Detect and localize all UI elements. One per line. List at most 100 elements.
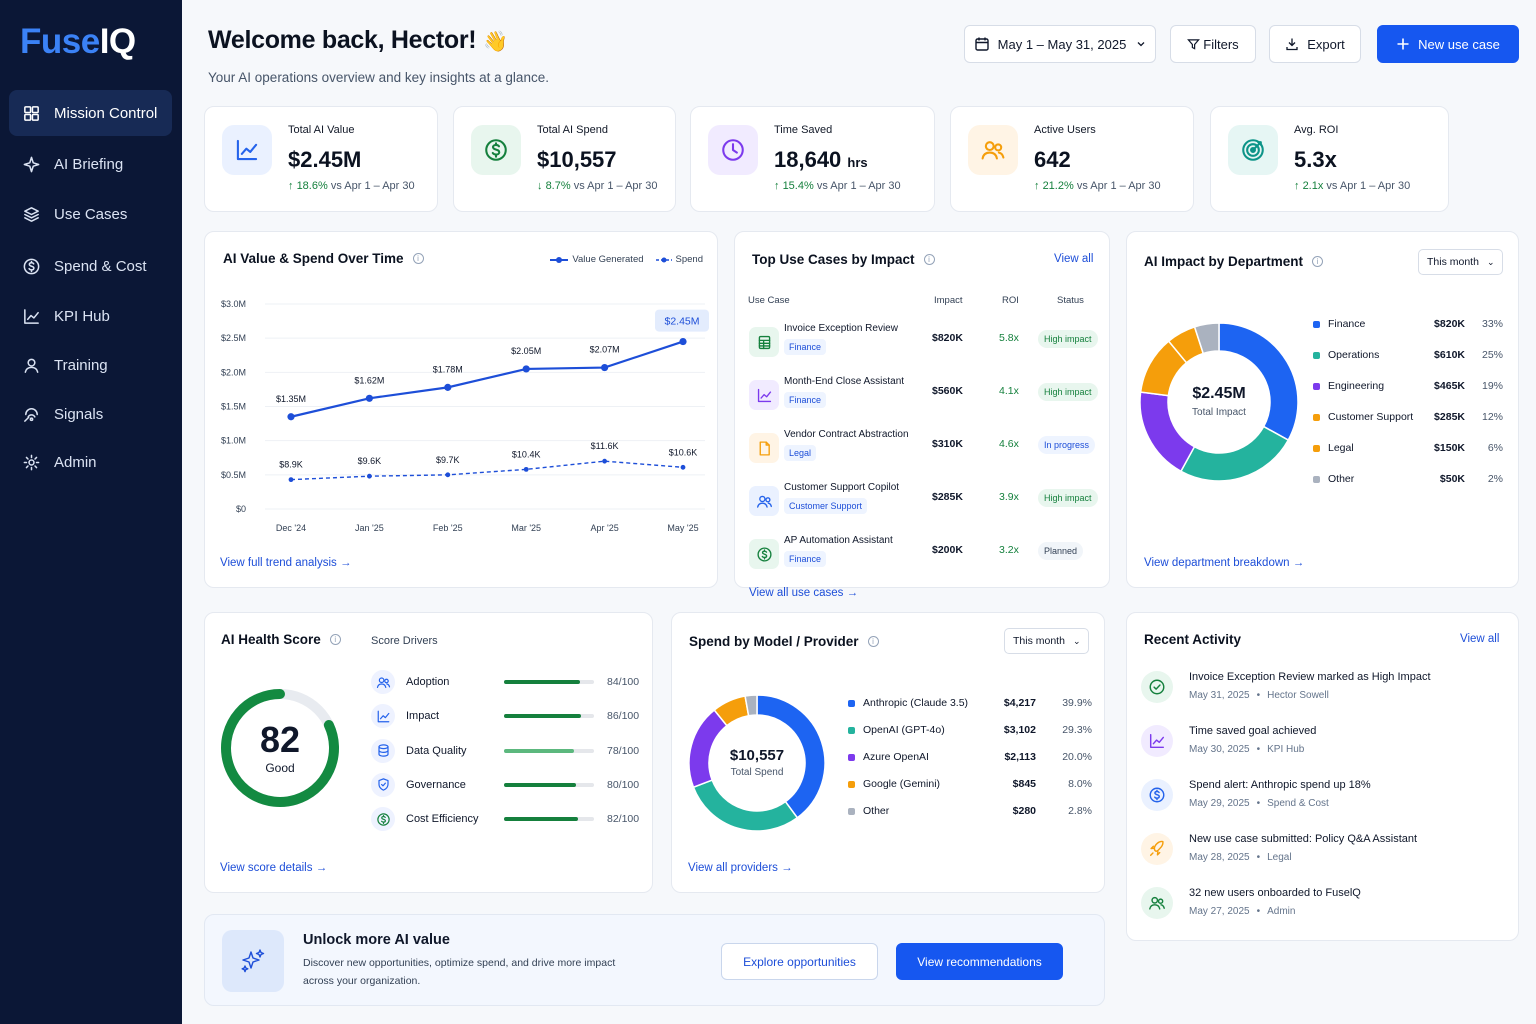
nav-item-kpi-hub[interactable]: KPI Hub	[9, 293, 172, 339]
nav-item-spend-cost[interactable]: Spend & Cost	[9, 243, 172, 289]
view-trend-link[interactable]: View full trend analysis →	[220, 557, 352, 569]
activity-view-all[interactable]: View all	[1460, 633, 1500, 645]
data-point[interactable]	[288, 477, 294, 483]
data-point[interactable]	[602, 458, 607, 464]
donut-slice-engineering[interactable]	[1139, 391, 1196, 473]
providers-period-select[interactable]: This month ⌄	[1004, 628, 1090, 654]
nav-item-ai-briefing[interactable]: AI Briefing	[9, 141, 172, 187]
kpi-card-active-users[interactable]: Active Users 642 ↑ 21.2% vs Apr 1 – Apr 30	[950, 106, 1194, 212]
layers-icon	[21, 204, 41, 224]
use-case-roi: 4.6x	[999, 438, 1019, 450]
use-case-row[interactable]: AP Automation Assistant Finance $200K 3.2x P…	[745, 529, 1099, 579]
kpi-card-total-ai-value[interactable]: Total AI Value $2.45M ↑ 18.6% vs Apr 1 – A…	[204, 106, 438, 212]
use-cases-view-all[interactable]: View all	[1054, 253, 1094, 265]
view-all-use-cases-link[interactable]: View all use cases →	[749, 587, 859, 599]
donut-slice-other[interactable]	[1193, 322, 1220, 355]
fuseiq-logo[interactable]: FuseIQ	[20, 22, 136, 61]
use-case-row[interactable]: Customer Support Copilot Customer Support…	[745, 476, 1099, 526]
data-point[interactable]	[523, 466, 529, 472]
data-point[interactable]	[601, 363, 609, 372]
filters-button[interactable]: Filters	[1170, 25, 1256, 63]
kpi-card-total-ai-spend[interactable]: Total AI Spend $10,557 ↓ 8.7% vs Apr 1 – A…	[453, 106, 676, 212]
info-icon[interactable]: i	[412, 253, 424, 264]
unlock-banner: Unlock more AI value Discover new opport…	[204, 914, 1105, 1006]
view-score-link[interactable]: View score details →	[220, 862, 328, 874]
use-case-row[interactable]: Invoice Exception Review Finance $820K 5.8x…	[745, 317, 1099, 367]
sidebar: FuseIQ Mission Control AI Briefing Use Cas…	[0, 0, 182, 1024]
new-use-case-button[interactable]: New use case	[1377, 25, 1519, 63]
explore-opportunities-button[interactable]: Explore opportunities	[721, 943, 878, 980]
data-label: $9.6K	[358, 456, 382, 466]
activity-item[interactable]: Invoice Exception Review marked as High …	[1141, 669, 1511, 719]
data-label: $1.78M	[433, 364, 463, 374]
info-icon[interactable]: i	[329, 634, 341, 645]
nav-item-mission-control[interactable]: Mission Control	[9, 90, 172, 136]
export-button[interactable]: Export	[1269, 25, 1361, 63]
provider-legend-item: Anthropic (Claude 3.5)	[848, 697, 968, 709]
users-icon	[371, 670, 395, 694]
donut-slice-finance[interactable]	[1218, 322, 1299, 442]
target-icon	[1228, 125, 1278, 175]
view-providers-link[interactable]: View all providers →	[688, 862, 793, 874]
score-drivers-title: Score Drivers	[371, 635, 438, 647]
department-period-select[interactable]: This month ⌄	[1418, 249, 1504, 275]
data-point[interactable]	[444, 383, 452, 391]
use-case-roi: 3.2x	[999, 544, 1019, 556]
legend-value: $820K	[1434, 318, 1465, 330]
activity-item[interactable]: 32 new users onboarded to FuselQ May 27, …	[1141, 885, 1511, 935]
data-point[interactable]	[367, 473, 372, 479]
data-point[interactable]	[287, 413, 295, 421]
donut-slice-other[interactable]	[744, 694, 758, 717]
kpi-label: Total AI Value	[288, 124, 355, 136]
y-tick-label: $0.5M	[221, 470, 246, 480]
nav-item-admin[interactable]: Admin	[9, 439, 172, 485]
kpi-label: Avg. ROI	[1294, 124, 1339, 136]
data-point[interactable]	[445, 472, 451, 478]
signal-icon	[21, 404, 41, 424]
legend-percent: 33%	[1481, 318, 1503, 330]
info-icon[interactable]: i	[1312, 256, 1324, 267]
legend-swatch	[848, 753, 855, 761]
nav-item-use-cases[interactable]: Use Cases	[9, 191, 172, 237]
score-driver-governance: Governance 80/100	[371, 772, 647, 797]
legend-swatch	[1313, 382, 1320, 390]
donut-slice-openai-gpt-o-[interactable]	[692, 779, 799, 832]
data-point[interactable]	[522, 365, 530, 373]
dollar-icon	[471, 125, 521, 175]
date-range-picker[interactable]: May 1 – May 31, 2025	[964, 25, 1156, 63]
nav-item-signals[interactable]: Signals	[9, 391, 172, 437]
chart-icon	[21, 306, 41, 326]
status-badge: In progress	[1038, 436, 1096, 454]
use-case-impact: $560K	[932, 385, 963, 397]
data-label: $10.4K	[512, 449, 541, 459]
info-icon[interactable]: i	[867, 636, 879, 647]
department-legend-item: Engineering	[1313, 380, 1384, 392]
banner-title: Unlock more AI value	[303, 932, 450, 948]
data-point[interactable]	[680, 464, 686, 470]
kpi-value: 5.3x	[1294, 147, 1337, 172]
arrow-right-icon: →	[339, 557, 352, 569]
use-case-row[interactable]: Vendor Contract Abstraction Legal $310K 4.6…	[745, 423, 1099, 473]
activity-item[interactable]: Spend alert: Anthropic spend up 18% May 2…	[1141, 777, 1511, 827]
data-point[interactable]	[365, 394, 373, 402]
kpi-card-avg-roi[interactable]: Avg. ROI 5.3x ↑ 2.1x vs Apr 1 – Apr 30	[1210, 106, 1449, 212]
data-point[interactable]	[679, 337, 687, 346]
activity-item[interactable]: Time saved goal achieved May 30, 2025 • KPI…	[1141, 723, 1511, 773]
plus-icon	[1396, 37, 1410, 51]
view-recommendations-button[interactable]: View recommendations	[896, 943, 1063, 980]
kpi-card-time-saved[interactable]: Time Saved 18,640 hrs ↑ 15.4% vs Apr 1 – A…	[690, 106, 935, 212]
y-tick-label: $2.5M	[221, 333, 246, 343]
wave-emoji: 👋	[483, 31, 508, 53]
legend-percent: 39.9%	[1062, 697, 1092, 709]
activity-date: May 27, 2025	[1189, 906, 1250, 917]
use-case-row[interactable]: Month-End Close Assistant Finance $560K 4.1…	[745, 370, 1099, 420]
view-department-link[interactable]: View department breakdown →	[1144, 557, 1305, 569]
legend-percent: 2%	[1487, 473, 1503, 485]
info-icon[interactable]: i	[923, 254, 935, 265]
donut-slice-operations[interactable]	[1179, 425, 1290, 482]
x-tick-label: May '25	[667, 523, 698, 533]
nav-label: Signals	[54, 405, 104, 423]
nav-item-training[interactable]: Training	[9, 342, 172, 388]
banner-text-1: Discover new opportunities, optimize spe…	[303, 957, 616, 969]
activity-item[interactable]: New use case submitted: Policy Q&A Assis…	[1141, 831, 1511, 881]
